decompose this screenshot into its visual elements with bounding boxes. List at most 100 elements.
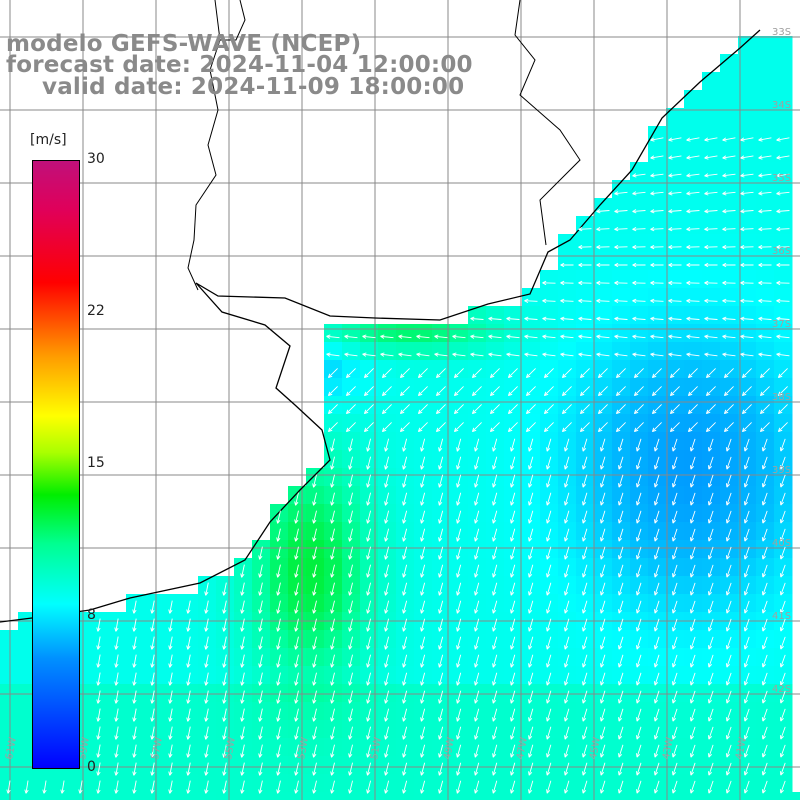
wind-cell: [504, 666, 523, 685]
wind-cell: [450, 684, 469, 703]
wind-cell: [720, 234, 739, 253]
wind-arrow: [618, 636, 624, 650]
wind-arrow: [150, 672, 155, 686]
wind-cell: [504, 630, 523, 649]
wind-cell: [198, 630, 217, 649]
wind-cell: [378, 666, 397, 685]
wind-cell: [324, 432, 343, 451]
wind-arrow: [761, 780, 768, 794]
wind-cell: [774, 54, 793, 73]
wind-arrow: [435, 386, 446, 397]
wind-cell: [414, 738, 433, 757]
wind-arrow: [435, 404, 446, 415]
wind-cell: [414, 378, 433, 397]
wind-arrow: [168, 654, 173, 668]
wind-arrow: [420, 708, 426, 722]
wind-arrow: [402, 510, 408, 524]
wind-arrow: [582, 492, 588, 506]
wind-cell: [774, 522, 793, 541]
wind-arrow: [420, 780, 426, 794]
wind-arrow: [686, 209, 700, 214]
wind-cell: [342, 576, 361, 595]
wind-cell: [342, 558, 361, 577]
wind-cell: [144, 702, 163, 721]
wind-arrow: [348, 708, 353, 722]
wind-arrow: [743, 618, 750, 632]
wind-cell: [720, 522, 739, 541]
wind-arrow: [438, 546, 444, 560]
wind-cell: [360, 486, 379, 505]
wind-cell: [756, 684, 775, 703]
wind-arrow: [741, 386, 752, 397]
wind-cell: [756, 468, 775, 487]
colorbar-tick-0: 0: [87, 759, 96, 775]
wind-cell: [90, 792, 109, 800]
wind-arrow: [618, 564, 624, 578]
wind-arrow: [222, 690, 227, 704]
wind-arrow: [758, 155, 772, 160]
wind-arrow: [654, 600, 660, 614]
wind-cell: [342, 738, 361, 757]
wind-arrow: [686, 262, 700, 268]
wind-arrow: [560, 298, 574, 303]
wind-arrow: [528, 780, 534, 794]
wind-cell: [576, 270, 595, 289]
wind-cell: [702, 198, 721, 217]
wind-arrow: [186, 654, 191, 668]
wind-arrow: [384, 474, 390, 488]
wind-cell: [288, 720, 307, 739]
wind-cell: [558, 342, 577, 361]
wind-cell: [468, 378, 487, 397]
wind-cell: [540, 648, 559, 667]
wind-cell: [720, 270, 739, 289]
wind-arrow: [402, 528, 408, 542]
wind-arrow: [525, 404, 536, 415]
wind-arrow: [671, 456, 678, 470]
wind-arrow: [600, 600, 606, 614]
wind-arrow: [453, 404, 464, 415]
wind-cell: [774, 756, 793, 775]
wind-cell: [504, 792, 523, 800]
wind-arrow: [420, 582, 426, 596]
wind-cell: [378, 378, 397, 397]
wind-cell: [756, 666, 775, 685]
wind-arrow: [276, 600, 281, 614]
wind-cell: [594, 576, 613, 595]
wind-arrow: [776, 298, 790, 303]
wind-cell: [504, 540, 523, 559]
wind-arrow: [114, 618, 119, 632]
wind-cell: [270, 630, 289, 649]
wind-cell: [648, 216, 667, 235]
wind-cell: [666, 342, 685, 361]
wind-arrow: [438, 672, 444, 686]
wind-arrow: [96, 672, 101, 686]
wind-arrow: [740, 298, 754, 303]
wind-arrow: [222, 744, 227, 758]
wind-cell: [738, 270, 757, 289]
wind-arrow: [366, 672, 372, 686]
wind-cell: [450, 738, 469, 757]
wind-cell: [576, 756, 595, 775]
wind-arrow: [312, 492, 317, 506]
wind-arrow: [704, 352, 718, 357]
wind-arrow: [240, 636, 245, 650]
wind-arrow: [456, 708, 462, 722]
wind-cell: [378, 684, 397, 703]
wind-arrow: [669, 422, 680, 433]
wind-arrow: [546, 780, 552, 794]
wind-arrow: [510, 438, 516, 452]
wind-arrow: [740, 262, 754, 268]
wind-cell: [396, 648, 415, 667]
wind-arrow: [186, 708, 191, 722]
wind-cell: [612, 720, 631, 739]
wind-cell: [486, 396, 505, 415]
wind-cell: [342, 702, 361, 721]
wind-arrow: [689, 546, 696, 560]
wind-cell: [702, 414, 721, 433]
wind-cell: [396, 486, 415, 505]
wind-cell: [558, 630, 577, 649]
wind-cell: [738, 378, 757, 397]
wind-cell: [576, 450, 595, 469]
wind-arrow: [330, 546, 335, 560]
wind-cell: [684, 468, 703, 487]
